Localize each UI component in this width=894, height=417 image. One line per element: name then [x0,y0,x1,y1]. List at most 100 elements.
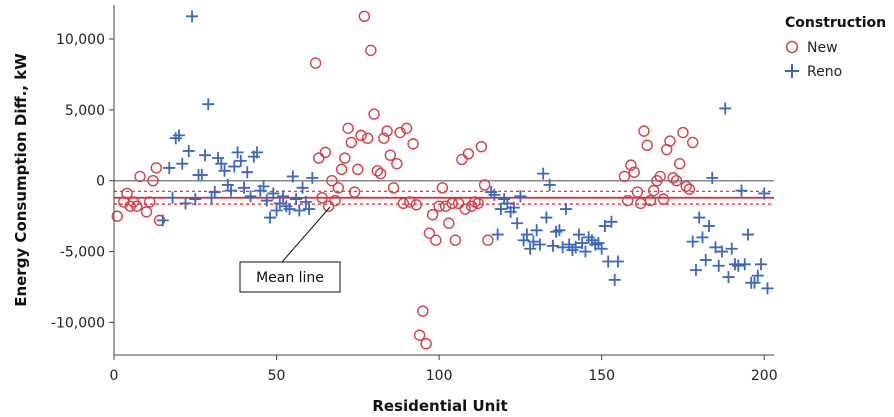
point-reno [517,234,530,247]
x-tick-label: 200 [751,368,778,384]
point-reno [540,211,553,224]
point-new [634,197,647,210]
point-new [316,192,328,204]
point-new [452,197,465,210]
point-new [404,196,416,208]
point-reno [550,225,563,238]
point-reno [277,190,290,203]
point-reno [156,214,169,227]
y-tick-label: -10,000 [51,315,105,331]
point-new [674,158,686,170]
point-new [365,44,377,57]
annotation-label: Mean line [256,270,324,286]
point-reno [709,241,722,254]
point-new [654,170,666,183]
point-reno [491,228,504,241]
point-new [147,175,159,187]
point-new [144,196,156,208]
point-new [332,182,345,194]
point-new [683,183,696,195]
point-reno [195,169,208,182]
point-new [417,305,429,317]
point-reno [696,231,709,244]
point-new [664,135,676,147]
x-axis-title: Residential Unit [372,397,507,415]
point-new [472,197,484,210]
legend-new-marker [785,40,799,54]
point-new [348,186,361,198]
y-tick-label: 0 [96,174,105,190]
point-new [482,234,494,246]
point-reno [761,282,774,295]
plot-area [111,10,774,350]
point-new [478,179,491,191]
point-reno [166,191,179,204]
point-new [443,217,455,229]
point-reno [488,188,501,201]
point-reno [537,167,550,180]
point-new [456,153,468,166]
point-reno [546,239,559,252]
y-tick-label: 10,000 [56,32,105,48]
x-ticks: 0 50 100 150 200 [110,355,778,384]
point-new [384,149,397,161]
point-reno [283,203,296,216]
point-reno [244,190,257,203]
point-new [400,122,413,134]
point-reno [270,204,283,217]
point-reno [527,235,540,248]
point-reno [290,193,303,206]
point-reno [306,171,319,184]
point-reno [719,102,732,115]
point-new [335,163,348,176]
point-reno [722,271,735,284]
point-new [339,152,351,164]
point-reno [215,157,228,170]
point-new [413,329,426,341]
x-tick-label: 150 [588,368,615,384]
point-reno [686,235,699,248]
point-new [475,141,488,153]
point-reno [712,259,725,272]
point-reno [725,242,738,255]
point-reno [598,220,611,233]
point-reno [238,181,251,194]
point-reno [182,144,195,157]
point-new [621,194,634,207]
point-reno [507,201,520,214]
point-new [462,148,475,160]
point-reno [706,171,719,184]
point-reno [524,242,537,255]
point-new [449,234,462,246]
point-reno [533,238,546,251]
point-new [319,146,332,159]
point-reno [611,255,624,268]
point-reno [189,193,202,206]
point-reno [693,211,706,224]
annotation-box [239,261,341,293]
point-reno [520,228,533,241]
point-reno [592,237,605,250]
point-reno [202,98,215,111]
point-reno [566,244,579,257]
point-new [420,337,432,350]
axes: 0 50 100 150 200 10,000 5,000 0 -5,000 -10,000 R… [12,5,778,415]
point-reno [208,186,221,199]
point-new [397,197,410,210]
legend-new-label: New [807,40,838,56]
x-tick-label: 0 [110,368,119,384]
point-new [426,209,439,221]
point-new [345,136,358,149]
point-reno [754,258,767,271]
point-reno [186,10,199,23]
point-new [355,129,367,142]
point-reno [530,224,543,237]
point-new [358,10,371,23]
point-new [374,167,387,180]
point-reno [173,129,186,142]
point-reno [299,195,312,208]
point-reno [605,215,618,228]
point-new [423,227,436,239]
point-reno [163,161,176,174]
